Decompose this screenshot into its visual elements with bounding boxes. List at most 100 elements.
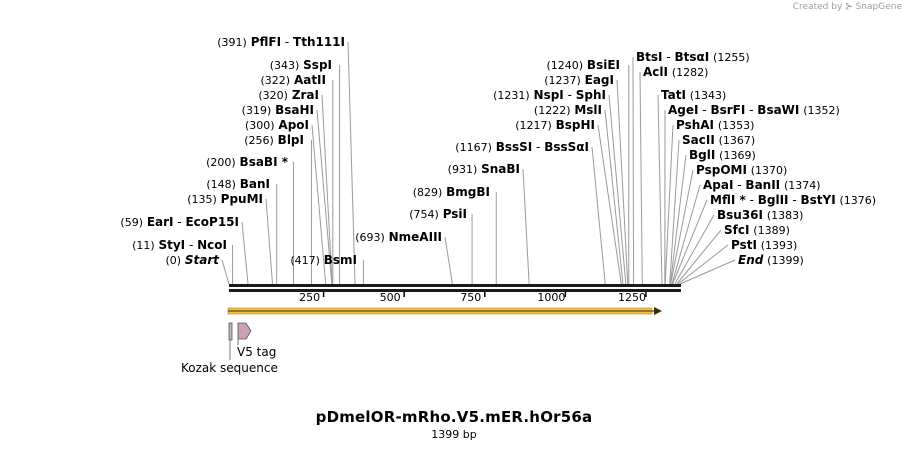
restriction-site-label[interactable]: (931) SnaBI [448, 162, 520, 176]
restriction-site-label[interactable]: (300) ApoI [245, 118, 309, 132]
site-leader-lines [221, 41, 736, 285]
site-leader-line [241, 221, 249, 285]
v5-tag-label[interactable]: V5 tag [237, 345, 277, 359]
restriction-site-label[interactable]: (148) BanI [206, 177, 270, 191]
site-enzyme-name: BspHI [556, 118, 595, 132]
site-enzyme-name: Bsu36I [717, 208, 763, 222]
site-position: (1167) [455, 141, 492, 154]
site-position: (319) [242, 104, 272, 117]
restriction-site-label[interactable]: (1231) NspI - SphI [493, 88, 606, 102]
kozak-sequence-label[interactable]: Kozak sequence [181, 361, 278, 375]
site-leader-line [591, 146, 606, 285]
restriction-site-label[interactable]: PspOMI (1370) [696, 163, 787, 177]
site-enzyme-name: BsaWI [757, 103, 799, 117]
site-enzyme-name: BanII [745, 178, 780, 192]
restriction-site-label[interactable]: SacII (1367) [682, 133, 755, 147]
site-enzyme-name: AclI [643, 65, 668, 79]
site-leader-line [608, 94, 627, 285]
site-enzyme-name: TatI [661, 88, 686, 102]
restriction-site-label[interactable]: (1217) BspHI [515, 118, 595, 132]
restriction-site-label[interactable]: (343) SspI [270, 58, 332, 72]
restriction-site-label[interactable]: (829) BmgBI [413, 185, 490, 199]
bp-ruler: 250 500 750 1000 1250 [299, 291, 647, 304]
restriction-site-label[interactable]: (319) BsaHI [242, 103, 314, 117]
site-enzyme-name: AgeI [668, 103, 698, 117]
site-enzyme-name: AatII [294, 73, 326, 87]
restriction-site-label[interactable]: BtsI - BtsαI (1255) [636, 50, 750, 64]
restriction-site-label[interactable]: Bsu36I (1383) [717, 208, 803, 222]
site-enzyme-name: BglII [758, 193, 789, 207]
site-enzyme-name: BglI [689, 148, 715, 162]
restriction-site-label[interactable]: (200) BsaBI * [206, 155, 289, 169]
site-position: (322) [261, 74, 291, 87]
site-leader-line [676, 229, 722, 285]
restriction-site-label[interactable]: ApaI - BanII (1374) [703, 178, 821, 192]
site-leader-line [664, 124, 674, 285]
restriction-site-label[interactable]: AgeI - BsrFI - BsaWI (1352) [668, 103, 840, 117]
restriction-site-label[interactable]: BglI (1369) [689, 148, 756, 162]
ruler-tick-label: 250 [299, 291, 320, 304]
site-position: (256) [244, 134, 274, 147]
ruler-tick-label: 500 [380, 291, 401, 304]
restriction-site-label[interactable]: SfcI (1389) [724, 223, 790, 237]
restriction-site-label[interactable]: (1222) MslI [534, 103, 602, 117]
kozak-sequence-marker[interactable] [228, 322, 233, 341]
restriction-site-label[interactable]: AclI (1282) [643, 65, 708, 79]
site-position: (11) [132, 239, 155, 252]
site-position: (1389) [753, 224, 790, 237]
site-leader-line [597, 124, 622, 285]
restriction-site-label[interactable]: PshAI (1353) [676, 118, 754, 132]
site-leader-line [657, 94, 663, 285]
site-enzyme-name: PspOMI [696, 163, 747, 177]
restriction-site-label[interactable]: (391) PflFI - Tth111I [217, 35, 345, 49]
site-position: (1352) [803, 104, 840, 117]
restriction-site-label[interactable]: (135) PpuMI [187, 192, 263, 206]
restriction-site-label[interactable]: (1237) EagI [544, 73, 614, 87]
site-enzyme-name: Tth111I [293, 35, 345, 49]
restriction-site-label[interactable]: (11) StyI - NcoI [132, 238, 227, 252]
v5-tag-marker[interactable] [237, 322, 252, 340]
site-separator: - [564, 88, 576, 102]
site-leader-line [670, 169, 694, 285]
site-separator: - [185, 238, 197, 252]
site-leader-line [632, 56, 635, 285]
site-position: (1370) [751, 164, 788, 177]
site-enzyme-name: BlpI [278, 133, 304, 147]
restriction-site-label[interactable]: (59) EarI - EcoP15I [120, 215, 239, 229]
restriction-site-label[interactable]: (754) PsiI [409, 207, 467, 221]
restriction-site-label[interactable]: PstI (1393) [731, 238, 797, 252]
ruler-tick-label: 1000 [537, 291, 565, 304]
site-leader-line [679, 259, 736, 285]
snapgene-credit: Created by ⊱ SnapGene [793, 2, 902, 12]
site-enzyme-name: MslI [574, 103, 602, 117]
site-enzyme-name: Start [185, 253, 220, 267]
site-position: (320) [258, 89, 288, 102]
restriction-site-label[interactable]: MflI * - BglII - BstYI (1376) [710, 193, 876, 207]
restriction-site-label[interactable]: (693) NmeAIII [355, 230, 442, 244]
restriction-site-label[interactable]: (1167) BssSI - BssSαI [455, 140, 589, 154]
site-leader-line [672, 199, 708, 285]
site-enzyme-name: ApoI [278, 118, 309, 132]
restriction-site-label[interactable]: TatI (1343) [661, 88, 726, 102]
dna-backbone [229, 284, 681, 292]
orf-arrow-head [654, 307, 662, 315]
site-leader-line [444, 236, 453, 285]
site-position: (1222) [534, 104, 571, 117]
site-leader-line [221, 259, 230, 285]
site-labels: (0) Start(11) StyI - NcoI (59) EarI - Eco… [120, 35, 876, 267]
site-position: (1374) [784, 179, 821, 192]
restriction-site-label[interactable]: (322) AatII [261, 73, 326, 87]
restriction-site-label[interactable]: (320) ZraI [258, 88, 319, 102]
site-enzyme-name: BssSI [496, 140, 533, 154]
restriction-site-label[interactable]: End (1399) [738, 253, 804, 267]
site-enzyme-name: PsiI [443, 207, 467, 221]
site-leader-line [265, 198, 274, 285]
site-enzyme-name: BanI [240, 177, 270, 191]
restriction-site-label[interactable]: (256) BlpI [244, 133, 304, 147]
site-enzyme-name: BtsαI [674, 50, 709, 64]
restriction-site-label[interactable]: (1240) BsiEI [547, 58, 620, 72]
restriction-site-label[interactable]: (417) BsmI [290, 253, 357, 267]
ruler-tick-label: 1250 [618, 291, 646, 304]
site-enzyme-name: EagI [585, 73, 614, 87]
restriction-site-label[interactable]: (0) Start [165, 253, 220, 267]
